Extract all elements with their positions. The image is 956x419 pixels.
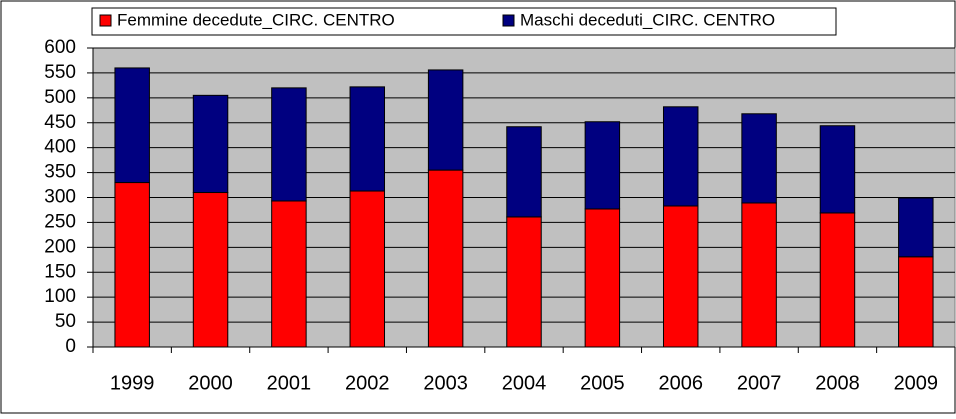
bar (584, 208, 621, 348)
y-tick-label: 400 (44, 137, 76, 158)
bar (898, 256, 934, 348)
bar (819, 125, 856, 214)
bar (192, 192, 229, 348)
bar (271, 87, 307, 202)
y-tick-label: 550 (44, 62, 76, 83)
y-tick-label: 450 (44, 112, 76, 133)
bar (898, 197, 934, 258)
bar (349, 190, 386, 348)
x-tick-label: 2002 (345, 372, 390, 394)
bar (741, 202, 777, 348)
y-tick-label: 150 (44, 261, 76, 282)
bar (349, 86, 386, 192)
y-tick-label: 100 (44, 286, 76, 307)
legend: Femmine decedute_CIRC. CENTRO Maschi dece… (91, 7, 837, 36)
y-tick-label: 50 (55, 311, 76, 332)
legend-swatch (502, 14, 515, 27)
y-tick-label: 600 (44, 37, 76, 58)
x-tick-label: 2003 (423, 372, 468, 394)
x-tick-label: 2000 (188, 372, 233, 394)
legend-swatch (99, 14, 112, 27)
y-tick-label: 200 (44, 236, 76, 257)
x-tick-label: 2007 (737, 372, 782, 394)
bar (506, 126, 542, 218)
legend-label: Maschi deceduti_CIRC. CENTRO (520, 10, 775, 29)
bar (819, 212, 856, 348)
x-tick-label: 2006 (658, 372, 703, 394)
bar (506, 216, 542, 348)
legend-box (91, 7, 837, 36)
y-tick-label: 250 (44, 211, 76, 232)
x-tick-label: 2001 (267, 372, 312, 394)
x-tick-label: 2008 (815, 372, 860, 394)
x-tick-label: 1999 (110, 372, 155, 394)
y-tick-label: 0 (65, 336, 76, 357)
bar (662, 106, 699, 207)
bar (114, 67, 150, 184)
bar (741, 113, 777, 204)
bar (427, 69, 464, 171)
bar (662, 205, 699, 348)
bar (192, 94, 229, 194)
x-tick-label: 2004 (502, 372, 547, 394)
legend-label: Femmine decedute_CIRC. CENTRO (117, 10, 395, 29)
y-tick-label: 500 (44, 87, 76, 108)
bar (584, 121, 621, 210)
x-tick-label: 2009 (894, 372, 939, 394)
bar (427, 169, 464, 348)
y-tick-label: 350 (44, 162, 76, 183)
y-tick-label: 300 (44, 187, 76, 208)
x-tick-label: 2005 (580, 372, 625, 394)
bar (114, 182, 150, 348)
bar (271, 200, 307, 348)
